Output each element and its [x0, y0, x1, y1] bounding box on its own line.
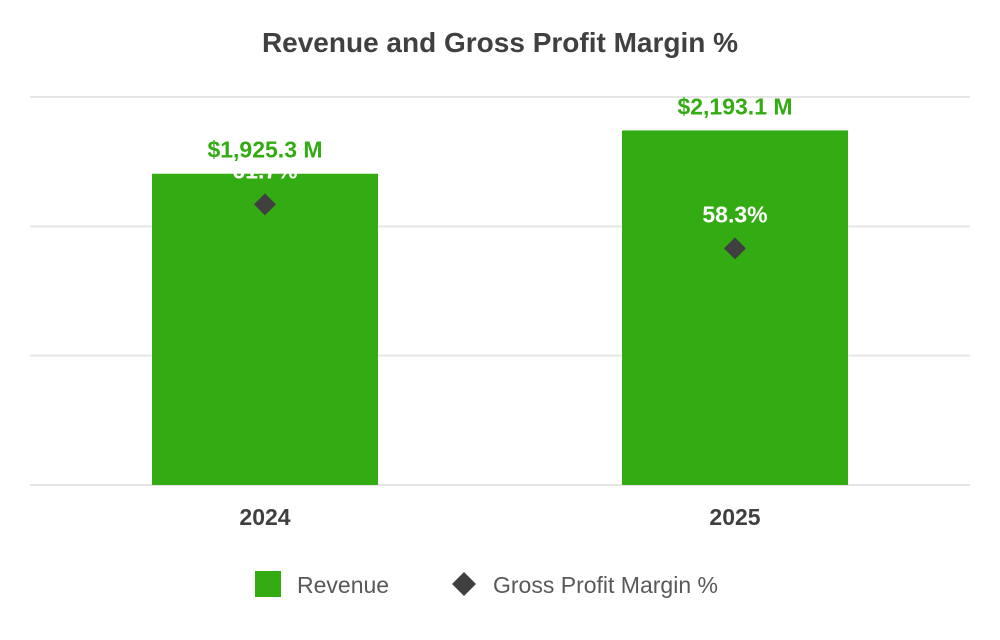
margin-value-label: 58.3%	[702, 201, 767, 227]
margin-value-label: 61.7%	[232, 157, 297, 183]
margin-markers	[254, 193, 746, 260]
revenue-value-label: $1,925.3 M	[207, 137, 322, 163]
margin-marker	[724, 237, 746, 260]
legend-margin-diamond-icon	[452, 572, 476, 596]
margin-marker	[254, 193, 276, 216]
revenue-bar	[622, 130, 848, 485]
revenue-bar	[152, 173, 378, 485]
legend-revenue-swatch	[255, 571, 281, 597]
category-label: 2025	[709, 504, 760, 530]
chart-title: Revenue and Gross Profit Margin %	[262, 27, 738, 58]
legend-revenue-label: Revenue	[297, 572, 389, 598]
data-labels: $1,925.3 M61.7% 2024 $2,193.1 M 58.3% 2025	[207, 93, 792, 530]
revenue-value-label: $2,193.1 M	[677, 93, 792, 119]
legend-margin-label: Gross Profit Margin %	[493, 572, 718, 598]
legend: Revenue Gross Profit Margin %	[255, 571, 718, 598]
bars	[152, 130, 848, 485]
category-label: 2024	[239, 504, 290, 530]
